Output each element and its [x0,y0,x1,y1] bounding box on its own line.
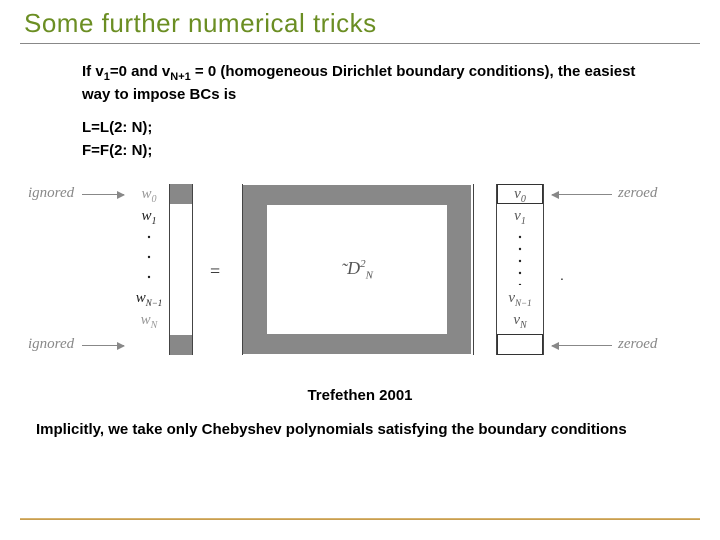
period: . [560,267,564,283]
matrix-bar-bot [267,334,447,354]
citation: Trefethen 2001 [20,387,700,404]
lhs-bracket-l [169,184,170,355]
arrow-ignored-top [82,194,124,195]
ann-zeroed-bot: zeroed [618,336,657,353]
matrix-diagram: ignored ignored w0 w1 wN−1 wN = ˜D2N [20,171,700,381]
lhs-w1-sub: 1 [152,216,157,227]
rhs-v0-sub: 0 [521,194,526,205]
title-underline [20,43,700,44]
matrix-sub: N [366,270,373,282]
matrix-bar-right [447,185,471,354]
code-line-2: F=F(2: N); [82,142,700,159]
p-text: If v [82,63,104,80]
rhs-vdots [497,227,543,287]
arrow-zeroed-top [552,194,612,195]
equals-sign: = [210,261,220,282]
footer-line [20,518,700,520]
arrow-ignored-bot [82,345,124,346]
lhs-wn-sub: N [151,320,158,331]
rhs-v0: v [514,186,521,202]
p-text2: =0 and v [110,63,170,80]
rhs-v1: v [514,208,521,224]
rhs-vn: v [513,312,520,328]
rhs-bracket-r [543,184,544,355]
slide-container: Some further numerical tricks If v1=0 an… [0,0,720,540]
lhs-w0-sub: 0 [152,194,157,205]
lhs-bar-bot [170,335,192,355]
arrow-zeroed-bot [552,345,612,346]
lhs-vdots-1 [128,227,170,287]
lhs-bracket-r [192,184,193,355]
matrix-D: D [347,258,360,278]
p-sub2: N+1 [170,71,191,83]
matrix-label: ˜D2N [274,211,440,329]
lhs-wn1-sub: N−1 [146,298,163,308]
rhs-vn-sub: N [520,320,527,331]
matrix-bar-left [243,185,267,354]
lhs-wn1: w [136,290,146,306]
matrix-bar-top [267,185,447,205]
lhs-wn: w [141,312,151,328]
tilde: ˜ [341,260,347,280]
rhs-vector: v0 v1 vN−1 vN [497,183,543,358]
lhs-vector: w0 w1 wN−1 wN [128,183,170,358]
ann-zeroed-top: zeroed [618,185,657,202]
lhs-w0: w [141,186,151,202]
bottom-note: Implicitly, we take only Chebyshev polyn… [36,420,684,440]
code-line-1: L=L(2: N); [82,119,700,136]
lhs-bar-top [170,184,192,204]
lhs-w1: w [141,208,151,224]
body-paragraph: If v1=0 and vN+1 = 0 (homogeneous Dirich… [82,62,660,105]
rhs-vn1-sub: N−1 [515,298,532,308]
slide-title: Some further numerical tricks [24,8,700,39]
ann-ignored-top: ignored [28,185,74,202]
matrix-sup: 2 [360,258,366,270]
rhs-v1-sub: 1 [521,216,526,227]
ann-ignored-bot: ignored [28,336,74,353]
